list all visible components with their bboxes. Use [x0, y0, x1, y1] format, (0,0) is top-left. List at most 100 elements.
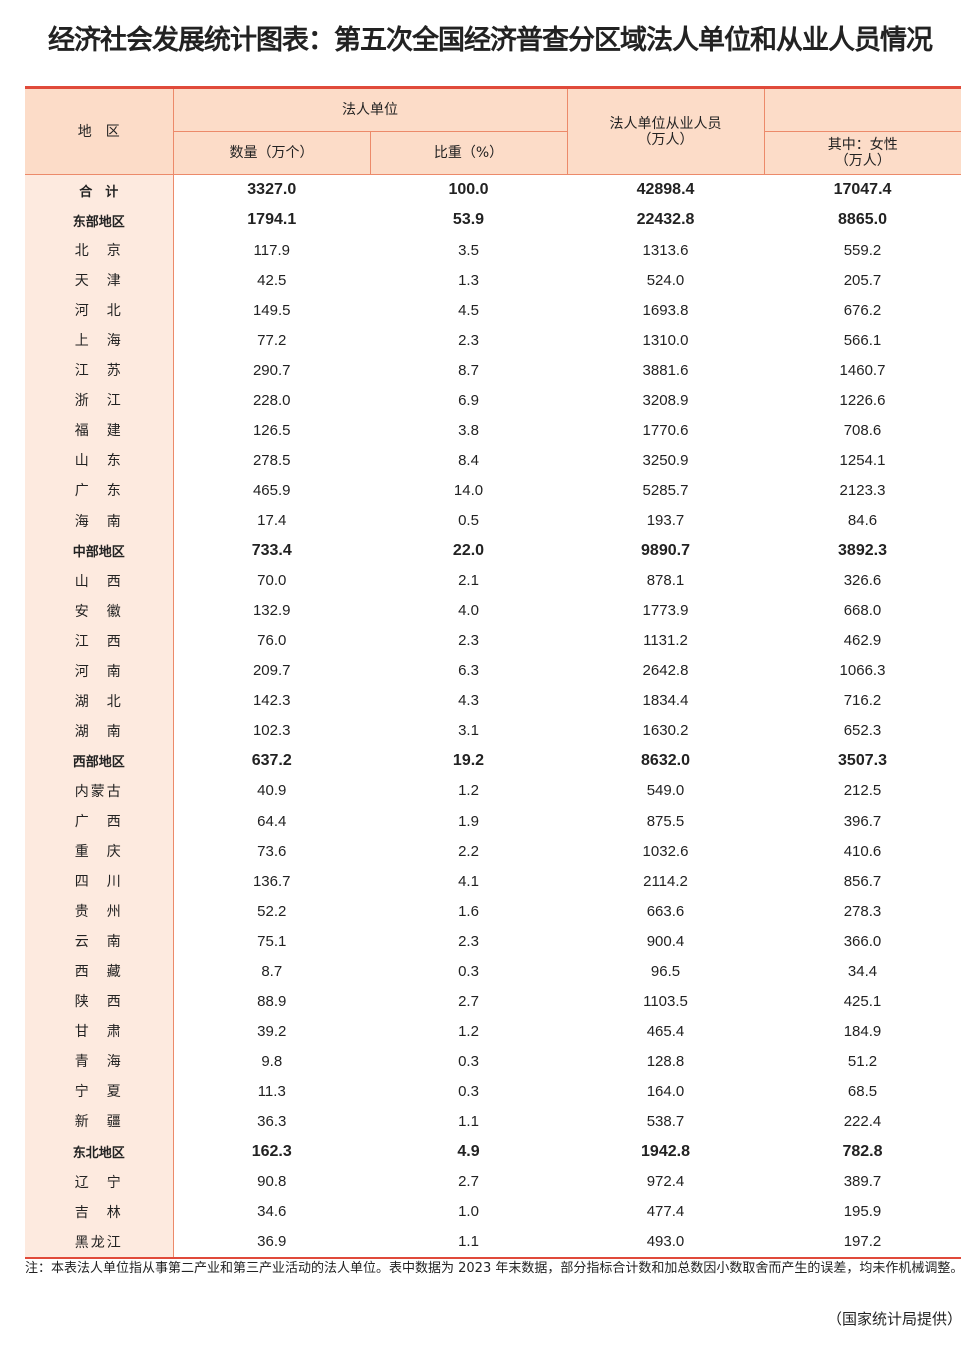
share-cell: 14.0 — [453, 481, 484, 499]
count-cell: 36.3 — [257, 1112, 287, 1130]
count-cell: 34.6 — [257, 1203, 287, 1221]
female-cell: 195.9 — [843, 1203, 882, 1221]
employees-cell: 875.5 — [646, 812, 685, 830]
region-cell: 浙 江 — [25, 385, 174, 416]
table-row: 上 海 77.2 2.3 1310.0 566.1 — [25, 325, 961, 356]
female-cell: 425.1 — [843, 992, 882, 1010]
share-cell: 8.7 — [458, 361, 479, 379]
table-row: 河 南 209.7 6.3 2642.8 1066.3 — [25, 655, 961, 686]
female-cell: 84.6 — [847, 512, 878, 530]
employees-cell: 1942.8 — [641, 1142, 690, 1160]
female-cell: 184.9 — [843, 1022, 882, 1040]
count-cell: 228.0 — [252, 391, 291, 409]
region-cell: 贵 州 — [25, 896, 174, 927]
female-cell: 462.9 — [843, 632, 882, 650]
table-row: 西 藏 8.7 0.3 96.5 34.4 — [25, 956, 961, 987]
share-cell: 2.7 — [458, 992, 479, 1010]
page-title: 经济社会发展统计图表：第五次全国经济普查分区域法人单位和从业人员情况 — [48, 25, 933, 56]
employees-cell: 465.4 — [646, 1022, 685, 1040]
employees-cell: 1131.2 — [643, 632, 688, 650]
female-cell: 1226.6 — [839, 391, 886, 409]
employees-cell: 8632.0 — [641, 751, 690, 769]
region-cell: 广 东 — [25, 475, 174, 506]
table-row: 内蒙古 40.9 1.2 549.0 212.5 — [25, 775, 961, 806]
female-cell: 396.7 — [843, 812, 882, 830]
female-cell: 1460.7 — [839, 361, 886, 379]
region-cell: 山 西 — [25, 565, 174, 596]
table-row: 东部地区 1794.1 53.9 22432.8 8865.0 — [25, 205, 961, 236]
employees-cell: 1630.2 — [642, 722, 689, 740]
count-cell: 1794.1 — [247, 211, 297, 229]
female-cell: 366.0 — [843, 932, 882, 950]
female-cell: 34.4 — [847, 962, 878, 980]
table-row: 东北地区 162.3 4.9 1942.8 782.8 — [25, 1136, 961, 1167]
footnote: 注：本表法人单位指从事第二产业和第三产业活动的法人单位。表中数据为 2023 年… — [25, 1261, 964, 1276]
count-cell: 278.5 — [252, 451, 291, 469]
table-row: 黑龙江 36.9 1.1 493.0 197.2 — [25, 1226, 961, 1258]
employees-cell: 900.4 — [646, 932, 685, 950]
table-row: 山 西 70.0 2.1 878.1 326.6 — [25, 565, 961, 596]
share-cell: 4.0 — [458, 602, 479, 620]
share-cell: 2.1 — [458, 572, 479, 590]
count-cell: 465.9 — [252, 481, 291, 499]
female-cell: 668.0 — [843, 602, 882, 620]
share-cell: 1.0 — [458, 1203, 479, 1221]
female-cell: 278.3 — [843, 902, 882, 920]
female-cell: 17047.4 — [833, 181, 892, 199]
female-cell: 8865.0 — [838, 211, 887, 229]
table-row: 合 计 3327.0 100.0 42898.4 17047.4 — [25, 174, 961, 206]
count-cell: 136.7 — [252, 872, 291, 890]
table-row: 四 川 136.7 4.1 2114.2 856.7 — [25, 866, 961, 897]
table-row: 辽 宁 90.8 2.7 972.4 389.7 — [25, 1166, 961, 1197]
share-cell: 2.2 — [458, 842, 479, 860]
table-row: 新 疆 36.3 1.1 538.7 222.4 — [25, 1106, 961, 1137]
region-cell: 海 南 — [25, 505, 174, 536]
employees-cell: 663.6 — [646, 902, 685, 920]
count-cell: 102.3 — [252, 722, 291, 740]
region-cell: 青 海 — [25, 1046, 174, 1077]
employees-cell: 972.4 — [646, 1173, 685, 1191]
region-cell: 安 徽 — [25, 595, 174, 626]
region-cell: 山 东 — [25, 445, 174, 476]
region-cell: 陕 西 — [25, 986, 174, 1017]
employees-cell: 1773.9 — [642, 602, 689, 620]
female-cell: 566.1 — [843, 331, 882, 349]
employees-cell: 549.0 — [646, 782, 685, 800]
employees-cell: 128.8 — [646, 1052, 685, 1070]
employees-cell: 164.0 — [646, 1082, 685, 1100]
count-cell: 162.3 — [251, 1142, 292, 1160]
share-cell: 1.9 — [458, 812, 479, 830]
region-cell: 西 藏 — [25, 956, 174, 987]
source-credit: （国家统计局提供） — [826, 1310, 962, 1328]
region-cell: 江 苏 — [25, 355, 174, 386]
region-cell: 东北地区 — [25, 1136, 174, 1167]
female-cell: 716.2 — [843, 692, 882, 710]
table-row: 江 苏 290.7 8.7 3881.6 1460.7 — [25, 355, 961, 386]
count-cell: 75.1 — [257, 932, 287, 950]
share-cell: 1.2 — [458, 1022, 479, 1040]
table-row: 云 南 75.1 2.3 900.4 366.0 — [25, 926, 961, 957]
header-region: 地 区 — [25, 87, 174, 175]
share-cell: 8.4 — [458, 451, 479, 469]
region-cell: 辽 宁 — [25, 1166, 174, 1197]
count-cell: 90.8 — [257, 1173, 287, 1191]
region-cell: 内蒙古 — [25, 775, 174, 806]
female-cell: 212.5 — [843, 782, 882, 800]
employees-cell: 1103.5 — [643, 992, 688, 1010]
count-cell: 77.2 — [257, 331, 287, 349]
female-cell: 1066.3 — [839, 662, 886, 680]
count-cell: 88.9 — [257, 992, 287, 1010]
region-cell: 新 疆 — [25, 1106, 174, 1137]
female-cell: 389.7 — [843, 1173, 882, 1191]
employees-cell: 42898.4 — [636, 181, 695, 199]
share-cell: 19.2 — [452, 751, 485, 769]
table-row: 吉 林 34.6 1.0 477.4 195.9 — [25, 1196, 961, 1227]
region-cell: 福 建 — [25, 415, 174, 446]
table-row: 天 津 42.5 1.3 524.0 205.7 — [25, 265, 961, 296]
employees-cell: 1693.8 — [642, 301, 689, 319]
count-cell: 76.0 — [257, 632, 287, 650]
table-row: 中部地区 733.4 22.0 9890.7 3892.3 — [25, 535, 961, 566]
region-cell: 合 计 — [25, 174, 174, 206]
employees-cell: 2114.2 — [643, 872, 688, 890]
share-cell: 1.2 — [458, 782, 479, 800]
